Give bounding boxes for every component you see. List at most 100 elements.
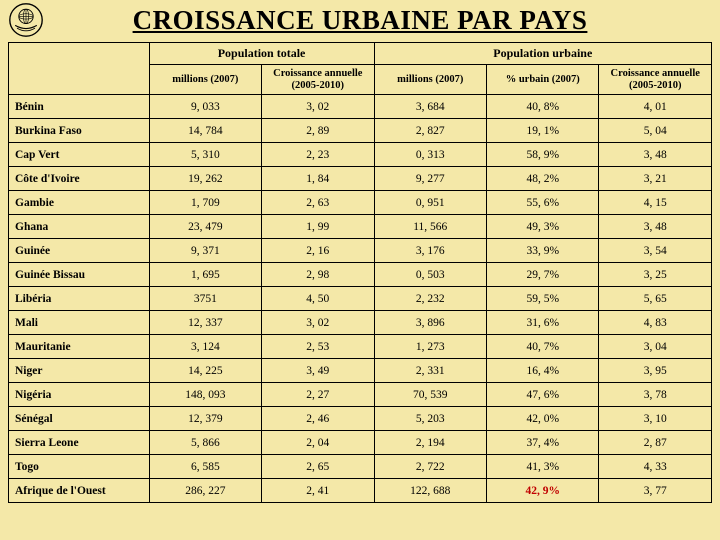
cell-total-millions: 12, 337 bbox=[149, 311, 261, 335]
cell-total-millions: 6, 585 bbox=[149, 455, 261, 479]
table-row: Guinée9, 3712, 163, 17633, 9%3, 54 bbox=[9, 239, 712, 263]
cell-urban-millions: 2, 722 bbox=[374, 455, 486, 479]
cell-total-millions: 14, 784 bbox=[149, 119, 261, 143]
cell-urban-growth: 5, 04 bbox=[599, 119, 712, 143]
table-row: Côte d'Ivoire19, 2621, 849, 27748, 2%3, … bbox=[9, 167, 712, 191]
cell-urban-millions: 2, 232 bbox=[374, 287, 486, 311]
cell-urban-millions: 122, 688 bbox=[374, 479, 486, 503]
cell-total-millions: 1, 709 bbox=[149, 191, 261, 215]
cell-total-millions: 5, 310 bbox=[149, 143, 261, 167]
col-total-growth: Croissance annuelle (2005-2010) bbox=[262, 65, 374, 95]
cell-total-growth: 2, 98 bbox=[262, 263, 374, 287]
cell-total-growth: 4, 50 bbox=[262, 287, 374, 311]
cell-country: Togo bbox=[9, 455, 150, 479]
cell-pct-urban: 48, 2% bbox=[487, 167, 599, 191]
table-row: Libéria37514, 502, 23259, 5%5, 65 bbox=[9, 287, 712, 311]
cell-urban-growth: 3, 48 bbox=[599, 143, 712, 167]
cell-pct-urban: 59, 5% bbox=[487, 287, 599, 311]
cell-pct-urban: 16, 4% bbox=[487, 359, 599, 383]
cell-country: Bénin bbox=[9, 95, 150, 119]
col-total-millions: millions (2007) bbox=[149, 65, 261, 95]
cell-pct-urban: 31, 6% bbox=[487, 311, 599, 335]
cell-urban-millions: 0, 951 bbox=[374, 191, 486, 215]
table-row: Mali12, 3373, 023, 89631, 6%4, 83 bbox=[9, 311, 712, 335]
cell-total-millions: 286, 227 bbox=[149, 479, 261, 503]
cell-urban-growth: 3, 04 bbox=[599, 335, 712, 359]
cell-total-millions: 9, 371 bbox=[149, 239, 261, 263]
cell-country: Mali bbox=[9, 311, 150, 335]
cell-urban-millions: 0, 313 bbox=[374, 143, 486, 167]
col-pct-urban: % urbain (2007) bbox=[487, 65, 599, 95]
table-row: Bénin9, 0333, 023, 68440, 8%4, 01 bbox=[9, 95, 712, 119]
cell-urban-millions: 0, 503 bbox=[374, 263, 486, 287]
cell-urban-millions: 5, 203 bbox=[374, 407, 486, 431]
col-urban-growth: Croissance annuelle (2005-2010) bbox=[599, 65, 712, 95]
table-row-total: Afrique de l'Ouest286, 2272, 41122, 6884… bbox=[9, 479, 712, 503]
cell-country: Libéria bbox=[9, 287, 150, 311]
cell-country: Ghana bbox=[9, 215, 150, 239]
cell-urban-growth: 4, 33 bbox=[599, 455, 712, 479]
cell-urban-millions: 2, 331 bbox=[374, 359, 486, 383]
cell-country: Côte d'Ivoire bbox=[9, 167, 150, 191]
cell-urban-growth: 3, 54 bbox=[599, 239, 712, 263]
cell-total-growth: 2, 63 bbox=[262, 191, 374, 215]
cell-pct-urban: 29, 7% bbox=[487, 263, 599, 287]
cell-total-millions: 23, 479 bbox=[149, 215, 261, 239]
cell-urban-growth: 4, 83 bbox=[599, 311, 712, 335]
cell-urban-millions: 3, 896 bbox=[374, 311, 486, 335]
cell-urban-growth: 3, 25 bbox=[599, 263, 712, 287]
table-row: Nigéria148, 0932, 2770, 53947, 6%3, 78 bbox=[9, 383, 712, 407]
cell-pct-urban: 37, 4% bbox=[487, 431, 599, 455]
cell-urban-millions: 11, 566 bbox=[374, 215, 486, 239]
table-row: Gambie1, 7092, 630, 95155, 6%4, 15 bbox=[9, 191, 712, 215]
cell-urban-growth: 3, 78 bbox=[599, 383, 712, 407]
cell-urban-growth: 2, 87 bbox=[599, 431, 712, 455]
col-urban-millions: millions (2007) bbox=[374, 65, 486, 95]
table-row: Sénégal12, 3792, 465, 20342, 0%3, 10 bbox=[9, 407, 712, 431]
cell-total-millions: 12, 379 bbox=[149, 407, 261, 431]
cell-urban-growth: 3, 48 bbox=[599, 215, 712, 239]
cell-total-growth: 2, 27 bbox=[262, 383, 374, 407]
cell-pct-urban: 58, 9% bbox=[487, 143, 599, 167]
cell-country: Guinée Bissau bbox=[9, 263, 150, 287]
cell-total-growth: 2, 16 bbox=[262, 239, 374, 263]
table-row: Togo6, 5852, 652, 72241, 3%4, 33 bbox=[9, 455, 712, 479]
cell-total-growth: 3, 02 bbox=[262, 95, 374, 119]
cell-urban-growth: 4, 15 bbox=[599, 191, 712, 215]
cell-pct-urban: 49, 3% bbox=[487, 215, 599, 239]
table-row: Ghana23, 4791, 9911, 56649, 3%3, 48 bbox=[9, 215, 712, 239]
cell-pct-urban: 55, 6% bbox=[487, 191, 599, 215]
table-row: Niger14, 2253, 492, 33116, 4%3, 95 bbox=[9, 359, 712, 383]
cell-pct-urban: 33, 9% bbox=[487, 239, 599, 263]
cell-pct-urban: 19, 1% bbox=[487, 119, 599, 143]
cell-country: Nigéria bbox=[9, 383, 150, 407]
cell-country: Niger bbox=[9, 359, 150, 383]
cell-pct-urban: 40, 7% bbox=[487, 335, 599, 359]
cell-total-growth: 2, 89 bbox=[262, 119, 374, 143]
cell-country: Mauritanie bbox=[9, 335, 150, 359]
cell-total-growth: 2, 65 bbox=[262, 455, 374, 479]
cell-urban-growth: 5, 65 bbox=[599, 287, 712, 311]
cell-urban-growth: 3, 10 bbox=[599, 407, 712, 431]
cell-country: Afrique de l'Ouest bbox=[9, 479, 150, 503]
cell-total-growth: 2, 41 bbox=[262, 479, 374, 503]
col-country-header bbox=[9, 43, 150, 95]
cell-urban-millions: 3, 684 bbox=[374, 95, 486, 119]
cell-total-millions: 1, 695 bbox=[149, 263, 261, 287]
cell-total-growth: 3, 02 bbox=[262, 311, 374, 335]
cell-urban-millions: 70, 539 bbox=[374, 383, 486, 407]
cell-total-millions: 3751 bbox=[149, 287, 261, 311]
cell-urban-millions: 9, 277 bbox=[374, 167, 486, 191]
cell-urban-growth: 3, 77 bbox=[599, 479, 712, 503]
col-group-urban: Population urbaine bbox=[374, 43, 711, 65]
cell-urban-millions: 3, 176 bbox=[374, 239, 486, 263]
cell-total-growth: 1, 99 bbox=[262, 215, 374, 239]
cell-urban-growth: 3, 21 bbox=[599, 167, 712, 191]
cell-pct-urban: 41, 3% bbox=[487, 455, 599, 479]
cell-total-growth: 2, 23 bbox=[262, 143, 374, 167]
cell-country: Guinée bbox=[9, 239, 150, 263]
cell-country: Cap Vert bbox=[9, 143, 150, 167]
cell-total-growth: 2, 46 bbox=[262, 407, 374, 431]
cell-total-millions: 19, 262 bbox=[149, 167, 261, 191]
cell-pct-urban: 42, 0% bbox=[487, 407, 599, 431]
